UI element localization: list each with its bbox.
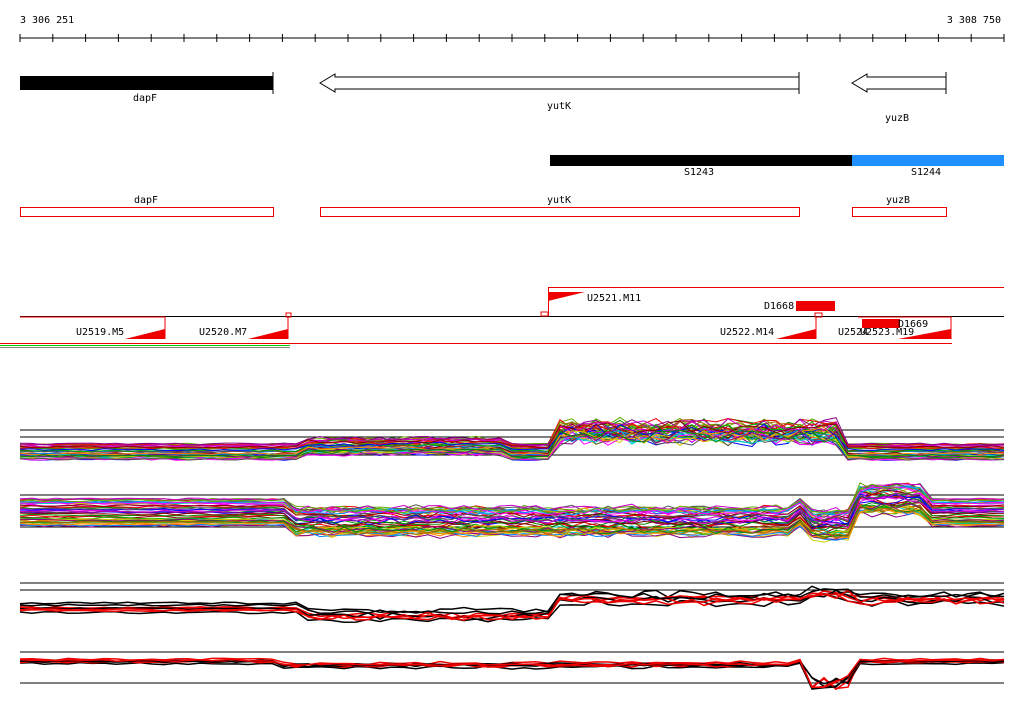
feature-label: U2521.M11 [587, 293, 641, 304]
expression-profiles [19, 416, 1005, 691]
profile-line [19, 505, 1005, 539]
gene-label: yuzB [885, 113, 909, 124]
feature-triangle [898, 329, 951, 339]
segment-bar [852, 155, 1004, 166]
cds-label: yuzB [886, 195, 910, 206]
profile-line [20, 416, 1005, 446]
profile-line [19, 589, 1005, 621]
profile-line [19, 424, 1005, 454]
gene-label: dapF [133, 93, 157, 104]
feature-triangle [125, 329, 165, 339]
feature-rect [862, 319, 900, 328]
feature-label: U2524 [838, 327, 868, 338]
segment-bar [550, 155, 852, 166]
profile-line [19, 589, 1005, 621]
feature-marker [285, 312, 292, 318]
profile-line [19, 504, 1005, 538]
feature-label: U2522.M14 [720, 327, 774, 338]
profile-line [19, 489, 1005, 522]
gene-arrow [851, 73, 947, 93]
feature-triangle [548, 292, 585, 301]
profile-line [19, 418, 1005, 447]
gene-arrow [319, 73, 800, 93]
profile-line [19, 483, 1005, 514]
feature-label: U2519.M5 [76, 327, 124, 338]
profile-line [20, 418, 1005, 448]
profile-line [19, 593, 1005, 621]
feature-label: U2523.M19 [860, 327, 914, 338]
cds-label: dapF [134, 195, 158, 206]
feature-marker [540, 311, 549, 317]
segment-label: S1243 [684, 167, 714, 178]
ruler: 3 306 251 3 308 750 [19, 15, 1005, 42]
cds-label: yutK [547, 195, 571, 206]
feature-marker [814, 312, 823, 318]
profile-line [19, 432, 1004, 461]
profile-line [19, 420, 1005, 449]
profile-line [19, 418, 1005, 447]
feature-triangle [776, 329, 816, 339]
profile-line [19, 429, 1005, 458]
feature-triangle [248, 329, 288, 339]
profile-line [19, 658, 1005, 689]
feature-label: U2520.M7 [199, 327, 247, 338]
profile-line [19, 417, 1004, 446]
ruler-start: 3 306 251 [20, 15, 74, 26]
cds-box [852, 207, 947, 217]
gene-bar [20, 76, 273, 90]
profile-line [19, 492, 1005, 526]
feature-label: D1668 [764, 301, 794, 312]
ruler-end: 3 308 750 [947, 15, 1001, 26]
cds-box [20, 207, 274, 217]
profile-line [19, 417, 1005, 447]
profile-line [19, 420, 1005, 449]
profile-line [19, 588, 1005, 615]
profile-line [19, 508, 1005, 541]
gene-label: yutK [547, 101, 571, 112]
cds-box [320, 207, 800, 217]
segment-label: S1244 [911, 167, 941, 178]
feature-rect [796, 301, 835, 311]
profile-line [19, 590, 1005, 619]
profile-line [19, 492, 1005, 529]
feature-label: D1669 [898, 319, 928, 330]
profile-line [19, 496, 1005, 529]
profile-line [20, 494, 1005, 525]
